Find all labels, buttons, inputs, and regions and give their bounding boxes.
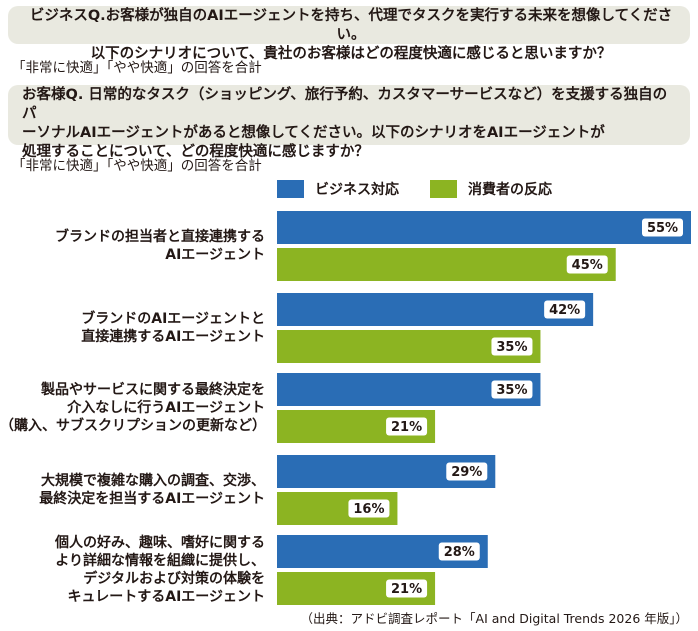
value-label-consumer-5: 21%: [391, 582, 422, 597]
value-label-bg-business-1: [642, 218, 683, 237]
value-label-consumer-4: 16%: [353, 502, 384, 517]
value-label-consumer-2: 35%: [496, 340, 527, 355]
category-label-5: 個人の好み、趣味、嗜好に関する より詳細な情報を組織に提供し、 デジタルおよび対…: [55, 535, 265, 605]
business-question-line1: ビジネスQ.お客様が独自のAIエージェントを持ち、代理でタスクを実行する未来を想…: [29, 8, 673, 43]
value-label-bg-consumer-1: [566, 255, 608, 274]
category-label-1: ブランドの担当者と直接連携する AIエージェント: [55, 229, 265, 263]
legend-consumer-swatch: [430, 180, 457, 198]
value-label-business-5: 28%: [444, 545, 475, 560]
consumer-question-line1: お客様Q. 日常的なタスク（ショッピング、旅行予約、カスタマーサービスなど）を支…: [22, 87, 668, 122]
value-label-bg-business-4: [446, 462, 488, 481]
value-label-consumer-1: 45%: [572, 258, 603, 273]
value-label-consumer-3: 21%: [391, 420, 422, 435]
category-label-2: ブランドのAIエージェントと 直接連携するAIエージェント: [81, 311, 265, 345]
source-note: （出典：アドビ調査レポート「AI and Digital Trends 2026…: [300, 611, 688, 626]
consumer-note: 「非常に快適」「やや快適」の回答を合計: [12, 158, 262, 174]
business-question-line2: 以下のシナリオについて、貴社のお客様はどの程度快適に感じると思いますか？: [90, 46, 612, 62]
value-label-bg-consumer-3: [386, 417, 428, 436]
bar-business-2: [277, 293, 594, 326]
value-label-bg-consumer-2: [491, 337, 533, 356]
legend-consumer-label: 消費者の反応: [468, 182, 552, 198]
consumer-question-box: お客様Q. 日常的なタスク（ショッピング、旅行予約、カスタマーサービスなど）を支…: [8, 85, 690, 160]
bar-business-1: [277, 211, 691, 244]
business-note: 「非常に快適」「やや快適」の回答を合計: [12, 60, 262, 76]
value-label-business-1: 55%: [647, 221, 678, 236]
value-label-business-2: 42%: [549, 303, 580, 318]
value-label-business-4: 29%: [451, 465, 482, 480]
consumer-question-line3: 処理することについて、どの程度快適に感じますか？: [22, 144, 369, 160]
legend-business: ビジネス対応: [277, 179, 399, 199]
value-label-business-3: 35%: [496, 383, 527, 398]
value-label-bg-business-3: [491, 380, 533, 399]
value-label-bg-business-2: [544, 300, 586, 319]
bar-consumer-1: [277, 248, 616, 281]
value-label-bg-consumer-5: [386, 579, 428, 598]
value-label-bg-business-5: [438, 542, 480, 561]
category-label-4: 大規模で複雑な購入の調査、交渉、 最終決定を担当するAIエージェント: [39, 473, 265, 507]
consumer-question-line2: ーソナルAIエージェントがあると想像してください。以下のシナリオをAIエージェン…: [22, 125, 605, 141]
legend-consumer: 消費者の反応: [430, 179, 552, 199]
category-label-3: 製品やサービスに関する最終決定を 介入なしに行うAIエージェント （購入、サブス…: [0, 382, 266, 434]
business-question-box: ビジネスQ.お客様が独自のAIエージェントを持ち、代理でタスクを実行する未来を想…: [8, 6, 690, 62]
legend-business-swatch: [277, 180, 304, 198]
value-label-bg-consumer-4: [348, 499, 390, 518]
legend-business-label: ビジネス対応: [315, 182, 399, 198]
